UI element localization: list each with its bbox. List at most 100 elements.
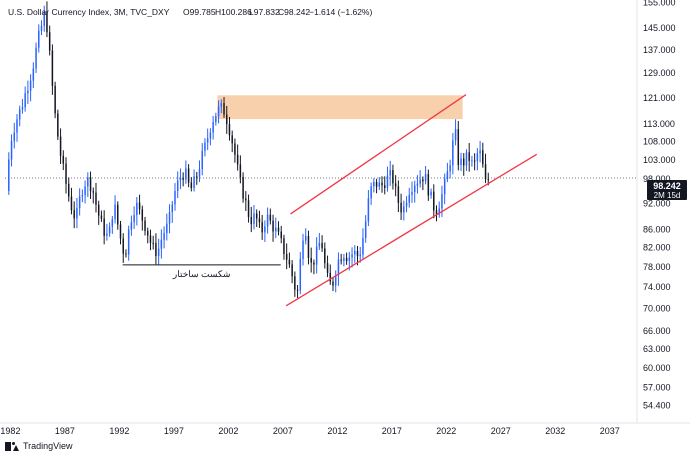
candle-body — [87, 177, 89, 187]
candle-body — [364, 221, 367, 238]
candle-body — [424, 174, 427, 182]
price-tick-label: 54.400 — [643, 401, 671, 411]
candle-body — [122, 238, 124, 254]
candle-body — [176, 180, 179, 192]
candle-body — [76, 208, 78, 219]
candle-body — [334, 275, 337, 286]
candle-body — [59, 136, 62, 156]
candle-body — [452, 140, 454, 166]
channel-upper-trendline[interactable] — [290, 94, 467, 215]
candle-body — [179, 178, 182, 181]
price-tick-label: 86.000 — [643, 224, 671, 234]
time-tick-label: 2032 — [545, 426, 565, 436]
last-price-badge: 98.242 2M 15d — [647, 180, 687, 200]
candle-body — [46, 11, 48, 33]
candle-body — [479, 150, 481, 154]
candle-body — [405, 202, 408, 207]
price-tick-label: 103.000 — [643, 155, 676, 165]
ohlc-close: C98.242 — [278, 7, 310, 17]
candle-body — [435, 210, 438, 215]
candle-body — [103, 218, 105, 236]
candle-body — [97, 204, 100, 216]
price-tick-label: 57.000 — [643, 383, 671, 393]
candle-body — [348, 257, 351, 261]
candle-body — [152, 242, 154, 244]
candle-body — [67, 183, 70, 197]
candle-body — [206, 138, 209, 143]
candle-body — [193, 176, 195, 189]
candle-body — [307, 236, 310, 258]
candle-body — [174, 191, 176, 205]
time-tick-label: 2037 — [600, 426, 620, 436]
tradingview-brand: TradingView — [23, 441, 73, 451]
candlestick-series — [8, 1, 490, 299]
candle-body — [381, 182, 383, 186]
candle-body — [144, 220, 146, 231]
time-tick-label: 1987 — [55, 426, 75, 436]
candle-body — [332, 281, 334, 286]
candle-body — [258, 218, 261, 223]
candle-body — [13, 132, 16, 141]
symbol-title[interactable]: U.S. Dollar Currency Index, 3M, TVC_DXY — [8, 7, 170, 17]
ohlc-change: −1.614 (−1.62%) — [309, 7, 372, 17]
candle-body — [340, 259, 342, 261]
candle-body — [209, 132, 212, 139]
time-axis[interactable]: 1982 1987 1992 1997 2002 2007 2012 2017 2022 2027… — [0, 426, 619, 436]
candle-body — [280, 231, 282, 239]
candle-body — [32, 68, 35, 81]
candle-body — [157, 248, 160, 257]
candle-body — [397, 186, 400, 203]
candle-body — [272, 220, 274, 232]
candle-body — [304, 236, 307, 241]
structure-break-label: شکست ساختار — [172, 269, 231, 280]
price-axis[interactable]: 155.000 145.000 137.000 129.000 121.000 113.0… — [643, 0, 676, 411]
candle-body — [111, 219, 114, 227]
candle-body — [403, 206, 405, 213]
candle-body — [127, 229, 130, 255]
time-tick-label: 2012 — [327, 426, 347, 436]
price-tick-label: 137.000 — [643, 45, 676, 55]
price-tick-label: 70.000 — [643, 304, 671, 314]
candle-body — [21, 107, 24, 110]
candle-body — [386, 175, 389, 188]
candle-body — [155, 243, 157, 257]
candle-body — [359, 254, 361, 257]
candle-body — [283, 238, 285, 254]
candle-body — [337, 259, 340, 276]
candle-body — [296, 289, 299, 291]
candle-body — [163, 233, 165, 240]
channel-lower-trendline[interactable] — [285, 153, 538, 307]
candle-body — [187, 168, 190, 183]
candle-body — [343, 258, 345, 261]
candle-body — [313, 262, 315, 265]
candle-body — [62, 155, 65, 164]
last-price-value: 98.242 — [653, 181, 681, 191]
time-tick-label: 1982 — [0, 426, 20, 436]
price-tick-label: 66.000 — [643, 326, 671, 336]
candle-body — [457, 129, 460, 165]
time-tick-label: 2017 — [382, 426, 402, 436]
candle-body — [411, 192, 413, 195]
candle-body — [321, 242, 323, 249]
candle-body — [182, 178, 184, 180]
candle-body — [473, 160, 476, 162]
candle-body — [408, 194, 411, 203]
tradingview-logo[interactable]: TradingView — [5, 441, 73, 451]
candle-body — [255, 213, 258, 219]
candle-body — [264, 226, 266, 233]
time-tick-label: 2022 — [436, 426, 456, 436]
candle-body — [438, 208, 440, 215]
candle-body — [117, 204, 119, 225]
candle-body — [275, 227, 277, 232]
candle-body — [326, 263, 329, 273]
candle-body — [160, 239, 163, 249]
price-tick-label: 121.000 — [643, 93, 676, 103]
supply-zone[interactable] — [217, 95, 463, 120]
legend-header: U.S. Dollar Currency Index, 3M, TVC_DXY … — [8, 7, 372, 17]
candle-body — [247, 200, 250, 217]
candle-body — [40, 25, 43, 31]
candle-body — [141, 209, 144, 221]
candle-body — [454, 129, 457, 141]
candle-body — [106, 233, 108, 236]
